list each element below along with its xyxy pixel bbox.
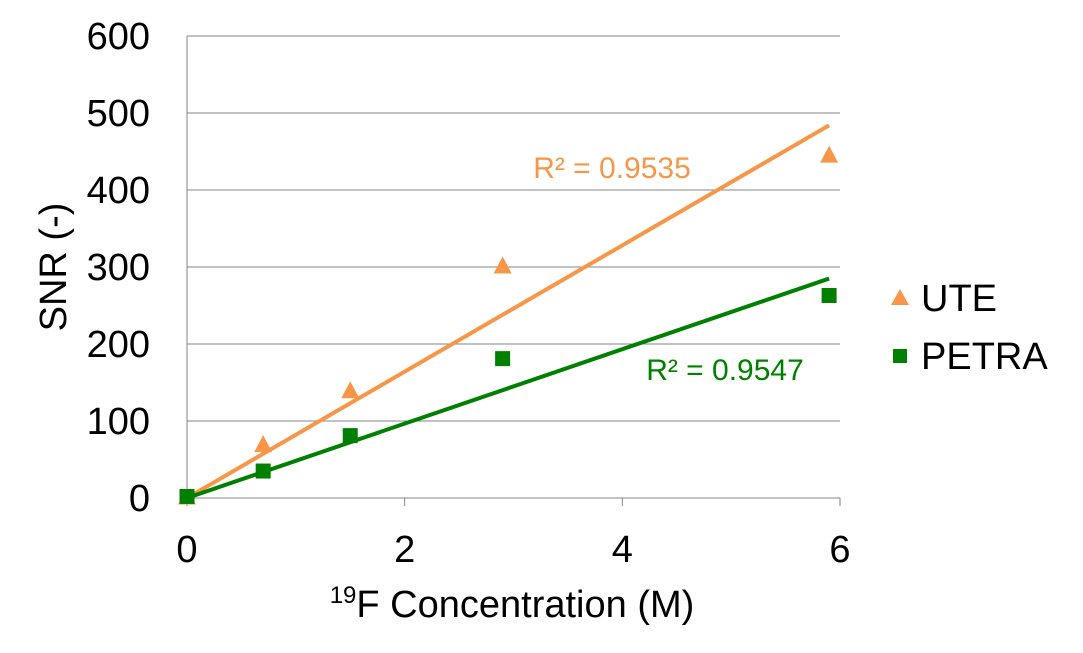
trendline-ute	[185, 123, 831, 500]
y-tick-label: 100	[87, 401, 150, 443]
y-axis-title: SNR (-)	[33, 203, 75, 332]
x-tick-label: 4	[612, 529, 633, 571]
y-tick-label: 400	[87, 170, 150, 212]
y-tick-label: 0	[129, 478, 150, 520]
trendline-petra	[186, 276, 830, 500]
legend-petra-label: PETRA	[921, 336, 1048, 378]
x-tick-label: 2	[394, 529, 415, 571]
x-axis-ticks: 0 2 4 6	[176, 498, 851, 571]
x-axis-title: 19F Concentration (M)	[330, 582, 695, 626]
y-axis-ticks: 0 100 200 300 400 500 600	[87, 16, 150, 520]
point-petra	[495, 351, 511, 367]
legend-petra-marker	[893, 349, 907, 363]
r2-label-ute: R² = 0.9535	[533, 152, 691, 185]
x-tick-label: 6	[829, 529, 850, 571]
y-tick-label: 500	[87, 93, 150, 135]
data-markers	[178, 145, 839, 505]
point-petra	[342, 428, 358, 444]
legend-ute-label: UTE	[921, 278, 997, 320]
point-ute	[254, 435, 273, 453]
legend: UTE PETRA	[891, 278, 1048, 378]
r2-label-petra: R² = 0.9547	[646, 354, 804, 387]
y-tick-label: 600	[87, 16, 150, 58]
point-petra	[821, 287, 837, 303]
point-petra	[255, 463, 271, 479]
point-ute	[341, 381, 360, 399]
point-ute	[820, 145, 839, 163]
r2-labels: R² = 0.9535 R² = 0.9547	[533, 152, 804, 387]
legend-ute-marker	[891, 289, 909, 305]
grid-lines	[186, 35, 840, 499]
x-tick-label: 0	[176, 529, 197, 571]
y-tick-label: 200	[87, 324, 150, 366]
point-petra	[179, 488, 195, 504]
trendlines	[185, 123, 831, 500]
x-axis-title-superscript: 19	[330, 582, 357, 609]
point-ute	[493, 256, 512, 274]
x-axis-title-text: F Concentration (M)	[356, 584, 694, 626]
y-tick-label: 300	[87, 247, 150, 289]
